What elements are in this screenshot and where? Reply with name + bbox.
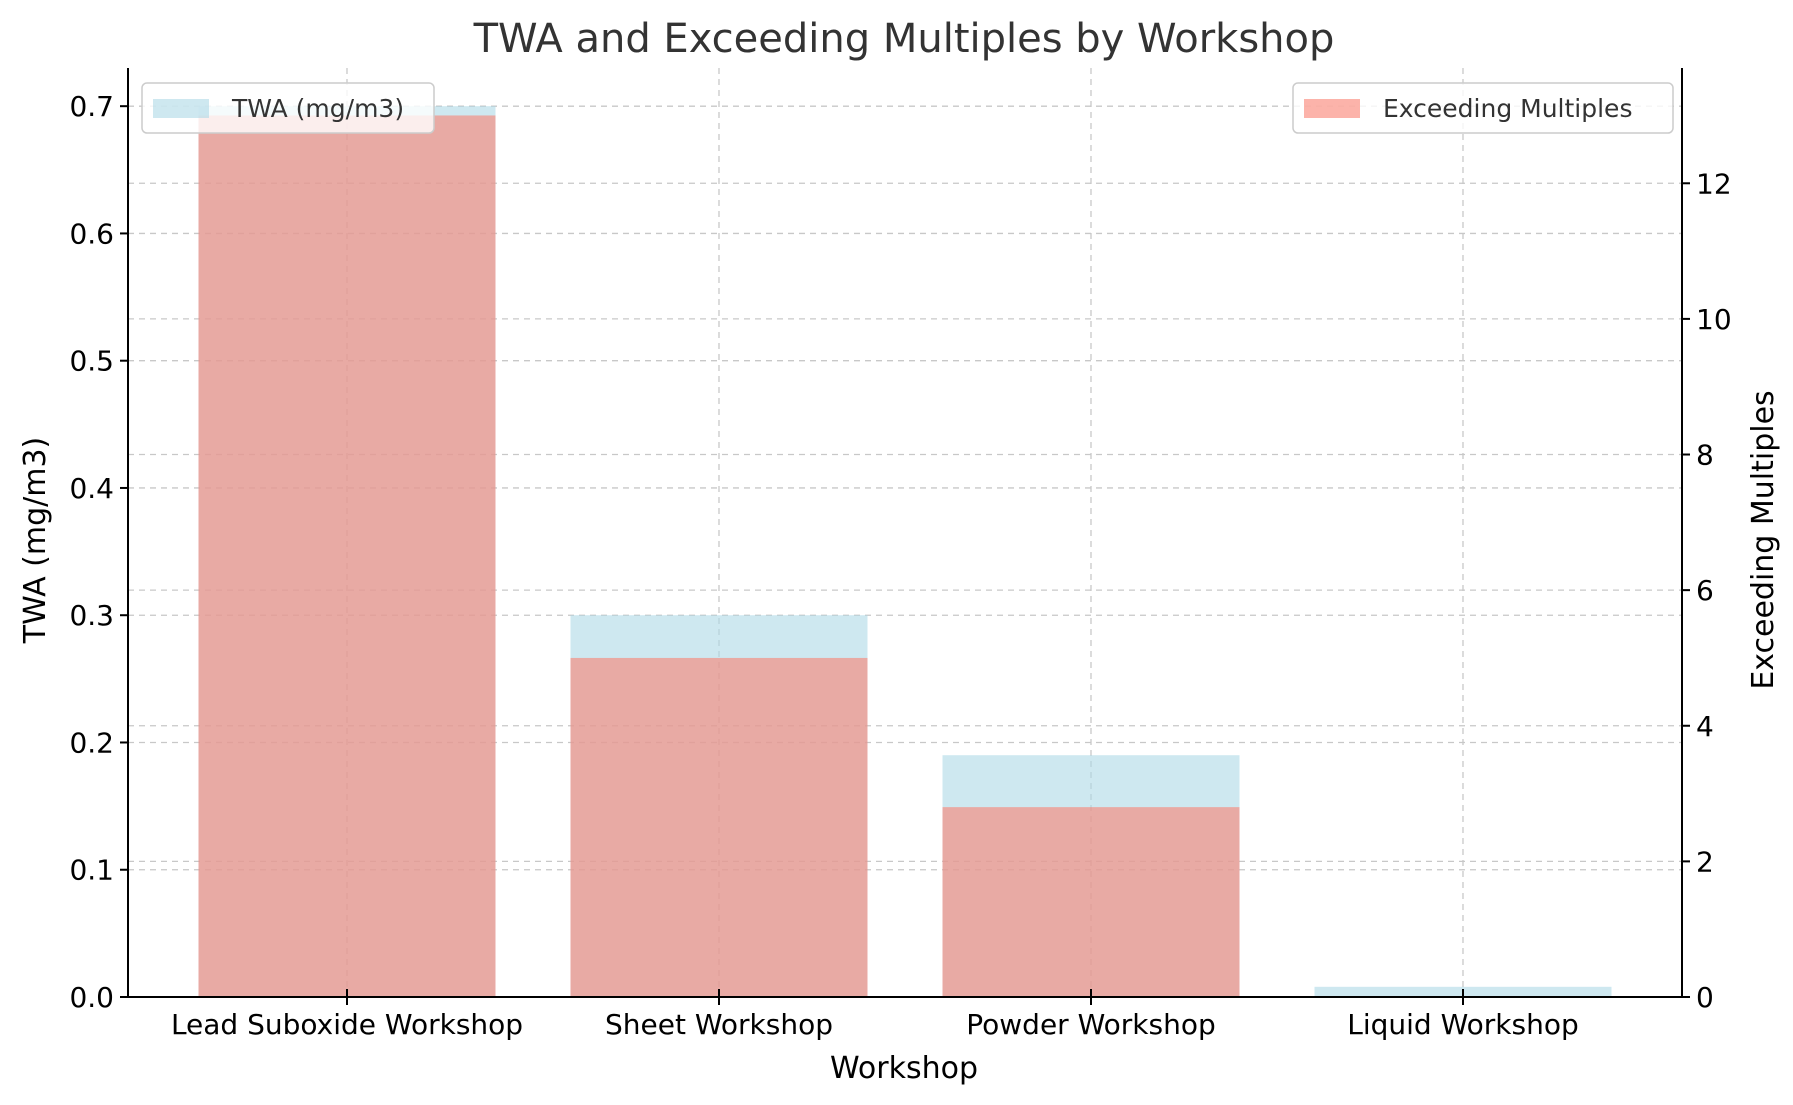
y-tick-label-7: 0.7 — [69, 90, 114, 123]
y-tick-label-2: 0.2 — [69, 726, 114, 759]
y2-tick-label-2: 4 — [1696, 710, 1714, 743]
y2-tick-label-4: 8 — [1696, 439, 1714, 472]
y-tick-label-4: 0.4 — [69, 472, 114, 505]
x-tick-label-0: Lead Suboxide Workshop — [171, 1008, 523, 1041]
bar-exceeding-2 — [942, 807, 1240, 997]
y2-tick-label-0: 0 — [1696, 981, 1714, 1014]
y-tick-label-5: 0.5 — [69, 345, 114, 378]
x-axis-label: Workshop — [830, 1051, 978, 1086]
y-tick-label-0: 0.0 — [69, 981, 114, 1014]
y2-tick-label-1: 2 — [1696, 845, 1714, 878]
bar-exceeding-1 — [570, 657, 868, 997]
legend-twa: TWA (mg/m3) — [141, 82, 435, 134]
chart-title: TWA and Exceeding Multiples by Workshop — [473, 16, 1335, 62]
x-tick-label-3: Liquid Workshop — [1347, 1008, 1579, 1041]
x-tick-label-2: Powder Workshop — [966, 1008, 1215, 1041]
y-tick-label-1: 0.1 — [69, 854, 114, 887]
x-tick-label-1: Sheet Workshop — [605, 1008, 833, 1041]
y2-tick-label-6: 12 — [1696, 167, 1732, 200]
legend-exceeding-swatch — [1304, 99, 1360, 118]
legend-twa-label: TWA (mg/m3) — [231, 94, 404, 123]
bars-layer — [198, 106, 1612, 997]
y-tick-label-3: 0.3 — [69, 599, 114, 632]
ticks-layer: 0.0 0.1 0.2 0.3 0.4 0.5 0.6 0.7 0 2 4 6 8 10 12 Lead Su… — [69, 90, 1731, 1041]
legend-exceeding-label: Exceeding Multiples — [1383, 94, 1632, 123]
y2-tick-label-5: 10 — [1696, 303, 1732, 336]
legend-exceeding-multiples: Exceeding Multiples — [1292, 82, 1674, 134]
legend-twa-swatch — [153, 99, 209, 118]
y-axis-label: TWA (mg/m3) — [18, 437, 53, 645]
y-tick-label-6: 0.6 — [69, 217, 114, 250]
bar-exceeding-0 — [198, 115, 496, 997]
axes-layer — [127, 68, 1683, 998]
y2-tick-label-3: 6 — [1696, 574, 1714, 607]
y2-axis-label: Exceeding Multiples — [1746, 390, 1781, 689]
